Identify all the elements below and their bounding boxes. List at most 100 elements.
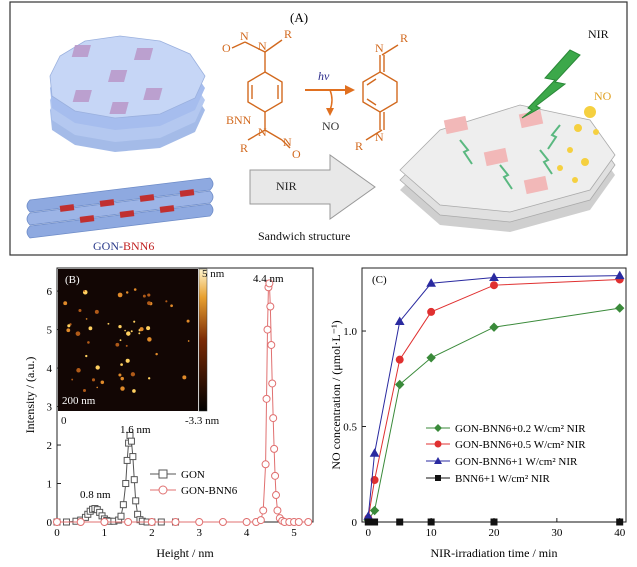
data-point xyxy=(265,279,274,288)
afm-particle xyxy=(147,293,151,297)
legend-b-gon-bnn6: GON-BNN6 xyxy=(181,485,238,497)
data-point xyxy=(394,316,405,325)
afm-particle xyxy=(125,344,128,347)
data-point xyxy=(616,518,624,526)
afm-particle xyxy=(133,288,137,291)
peak-label-0-8: 0.8 nm xyxy=(80,489,111,501)
afm-particle xyxy=(83,289,86,292)
data-point xyxy=(489,272,499,282)
x-tick-label: 10 xyxy=(426,527,438,539)
bnn6-part: BNN6 xyxy=(123,239,154,253)
afm-particle xyxy=(88,326,93,331)
afm-scale-label: 200 nm xyxy=(62,395,96,407)
no-release-label: NO xyxy=(594,89,612,103)
afm-particle xyxy=(119,339,122,342)
afm-particle xyxy=(182,375,187,380)
atom-r-1: R xyxy=(284,27,292,41)
atom-o-2: O xyxy=(292,147,301,161)
data-point xyxy=(259,506,268,515)
series-line xyxy=(367,278,620,519)
gon-stack-illustration xyxy=(49,35,206,152)
afm-particle xyxy=(96,386,99,389)
data-point xyxy=(371,518,379,526)
data-point xyxy=(396,518,404,526)
data-point xyxy=(271,471,280,480)
legend-c-2: GON-BNN6+1 W/cm² NIR xyxy=(455,456,578,468)
gon-part: GON- xyxy=(93,239,123,253)
product-atom-r-1: R xyxy=(400,31,408,45)
y-tick-label: 3 xyxy=(47,402,53,414)
afm-particle xyxy=(147,301,151,306)
reaction-arrow xyxy=(305,85,355,116)
data-point xyxy=(304,518,313,526)
afm-particle xyxy=(125,291,129,294)
y-tick-label: 1.0 xyxy=(343,326,357,338)
data-point xyxy=(426,278,437,287)
colorbar-bottom-label: -3.3 nm xyxy=(185,415,220,427)
data-point xyxy=(294,518,303,526)
afm-particle xyxy=(117,292,123,298)
afm-particle xyxy=(147,337,152,342)
panel-a-label: (A) xyxy=(290,10,308,25)
series-line xyxy=(57,435,176,523)
nir-lightning xyxy=(521,49,581,119)
x-tick-label: 30 xyxy=(551,527,563,539)
x-tick-label: 3 xyxy=(196,527,202,539)
data-point xyxy=(195,518,204,526)
data-point xyxy=(426,353,436,363)
afm-inset: (B) 200 nm 5 nm -3.3 nm 0 xyxy=(58,268,225,427)
product-labels: N R N R xyxy=(355,31,408,153)
afm-particle xyxy=(146,326,151,331)
data-point xyxy=(268,379,277,388)
product-molecule xyxy=(362,44,399,141)
data-point xyxy=(147,518,156,526)
data-point xyxy=(266,302,275,311)
data-point xyxy=(242,518,251,526)
data-point xyxy=(132,497,140,505)
data-point xyxy=(123,456,131,464)
panel-c: 0 10 20 30 40 0 0.5 1.0 (C) GON-BNN6+0.2 W/cm² … xyxy=(329,267,627,560)
afm-particle xyxy=(85,354,88,358)
panel-c-ylabel: NO concentration / (μmol·L⁻¹) xyxy=(329,320,343,469)
afm-particle xyxy=(85,318,88,320)
panel-a-frame xyxy=(9,1,628,256)
x-tick-label: 4 xyxy=(244,527,250,539)
data-point xyxy=(124,518,133,526)
afm-particle xyxy=(95,365,100,370)
nir-block-arrow xyxy=(249,154,376,220)
afm-particle xyxy=(147,377,151,380)
series-0 xyxy=(363,303,625,525)
afm-image xyxy=(58,269,198,411)
afm-particle xyxy=(75,331,81,336)
panel-c-axes: 0 10 20 30 40 0 0.5 1.0 xyxy=(343,326,625,539)
afm-particle xyxy=(126,331,131,336)
afm-particle xyxy=(120,386,125,391)
y-tick-label: 1 xyxy=(47,479,53,491)
afm-particle xyxy=(138,332,141,335)
afm-particle xyxy=(170,304,173,308)
data-point xyxy=(171,518,180,526)
data-point xyxy=(269,414,278,423)
data-point xyxy=(130,476,138,484)
data-point xyxy=(615,303,625,313)
panel-b-ylabel: Intensity / (a.u.) xyxy=(23,357,37,434)
product-atom-n-2: N xyxy=(375,130,384,144)
data-point xyxy=(272,491,281,500)
atom-r-2: R xyxy=(240,141,248,155)
nir-top-label: NIR xyxy=(588,27,609,41)
no-product-label: NO xyxy=(322,119,340,133)
inset-left-tick: 0 xyxy=(61,415,67,427)
y-tick-label: 5 xyxy=(47,325,53,337)
afm-particle xyxy=(91,378,96,382)
series-line xyxy=(367,307,620,521)
panel-c-legend: GON-BNN6+0.2 W/cm² NIR GON-BNN6+0.5 W/cm… xyxy=(426,423,586,485)
afm-particles xyxy=(63,288,190,393)
sandwich-structure-label: Sandwich structure xyxy=(258,229,350,243)
afm-particle xyxy=(100,380,105,385)
gon-bnn6-caption: GON-BNN6 xyxy=(93,239,154,253)
data-point xyxy=(261,460,270,469)
data-point xyxy=(369,448,380,457)
y-tick-label: 4 xyxy=(47,363,53,375)
